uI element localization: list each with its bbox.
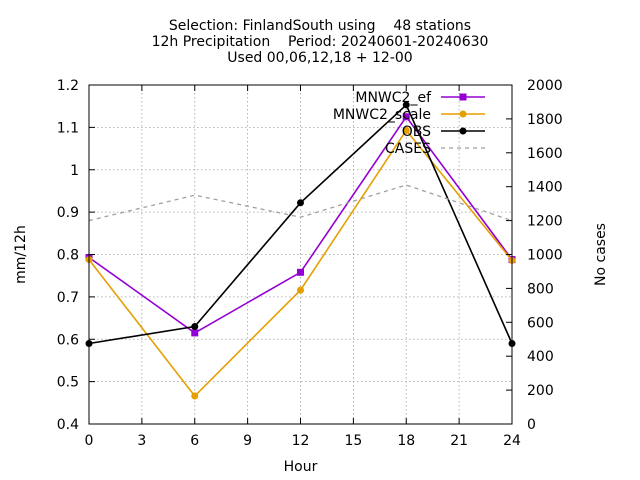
x-tick-label: 15 <box>344 433 362 449</box>
y-tick-label: 0.9 <box>57 205 79 221</box>
y2-tick-label: 200 <box>527 383 554 399</box>
x-tick-label: 21 <box>450 433 468 449</box>
title-line: Selection: FinlandSouth using 48 station… <box>169 18 471 34</box>
y2-axis-label: No cases <box>593 223 609 286</box>
data-point <box>402 126 410 134</box>
x-tick-label: 0 <box>85 433 94 449</box>
data-point <box>459 127 467 135</box>
y-tick-label: 0.8 <box>57 248 79 264</box>
y-tick-label: 0.4 <box>57 417 79 433</box>
data-point <box>459 93 467 101</box>
y-tick-label: 1.1 <box>57 120 79 136</box>
series-cases <box>88 184 513 222</box>
y-tick-label: 1.2 <box>57 78 79 94</box>
y2-tick-label: 800 <box>527 281 554 297</box>
y2-tick-label: 1400 <box>527 180 563 196</box>
y2-tick-label: 1600 <box>527 146 563 162</box>
y2-tick-label: 600 <box>527 315 554 331</box>
y-tick-label: 0.5 <box>57 375 79 391</box>
legend-label: MNWC2_scale <box>333 107 431 123</box>
title-line: Used 00,06,12,18 + 12-00 <box>227 50 412 66</box>
legend-label: CASES <box>385 141 431 157</box>
x-axis-label: Hour <box>284 459 318 475</box>
series-mnwc2-scale <box>85 126 516 400</box>
x-tick-label: 18 <box>397 433 415 449</box>
data-point <box>297 286 304 294</box>
axis-ticks: 0 3 6 9 12 15 18 21 24 0.4 0.5 0.6 0.7 0.8 0.9 1 1.1 1.2 0… <box>57 78 563 449</box>
series-line <box>88 184 513 222</box>
series-line <box>88 103 513 345</box>
chart-title: Selection: FinlandSouth using 48 station… <box>152 18 489 66</box>
y2-tick-label: 400 <box>527 349 554 365</box>
x-tick-label: 6 <box>190 433 199 449</box>
data-point <box>191 392 199 400</box>
series-mnwc2-ef <box>85 113 516 337</box>
legend-label: MNWC2_ef <box>355 90 432 106</box>
data-point <box>191 329 199 337</box>
y-tick-label: 0.7 <box>57 290 79 306</box>
x-tick-label: 12 <box>292 433 310 449</box>
x-tick-label: 3 <box>137 433 146 449</box>
data-point <box>402 101 410 109</box>
y2-tick-label: 0 <box>527 417 536 433</box>
y2-tick-label: 1000 <box>527 248 563 264</box>
x-tick-label: 9 <box>243 433 252 449</box>
y-tick-label: 0.6 <box>57 332 79 348</box>
data-point <box>459 110 467 118</box>
data-point <box>191 323 199 331</box>
y-tick-label: 1 <box>70 163 79 179</box>
y2-tick-label: 1200 <box>527 214 563 230</box>
y2-tick-label: 2000 <box>527 78 563 94</box>
legend-label: OBS <box>402 124 431 140</box>
title-line: 12h Precipitation Period: 20240601-20240… <box>152 34 489 50</box>
grid <box>88 84 513 425</box>
data-point <box>297 199 304 207</box>
data-point <box>402 113 410 121</box>
y2-tick-label: 1800 <box>527 112 563 128</box>
y-axis-label: mm/12h <box>13 225 29 284</box>
x-tick-label: 24 <box>503 433 521 449</box>
data-point <box>297 268 304 276</box>
